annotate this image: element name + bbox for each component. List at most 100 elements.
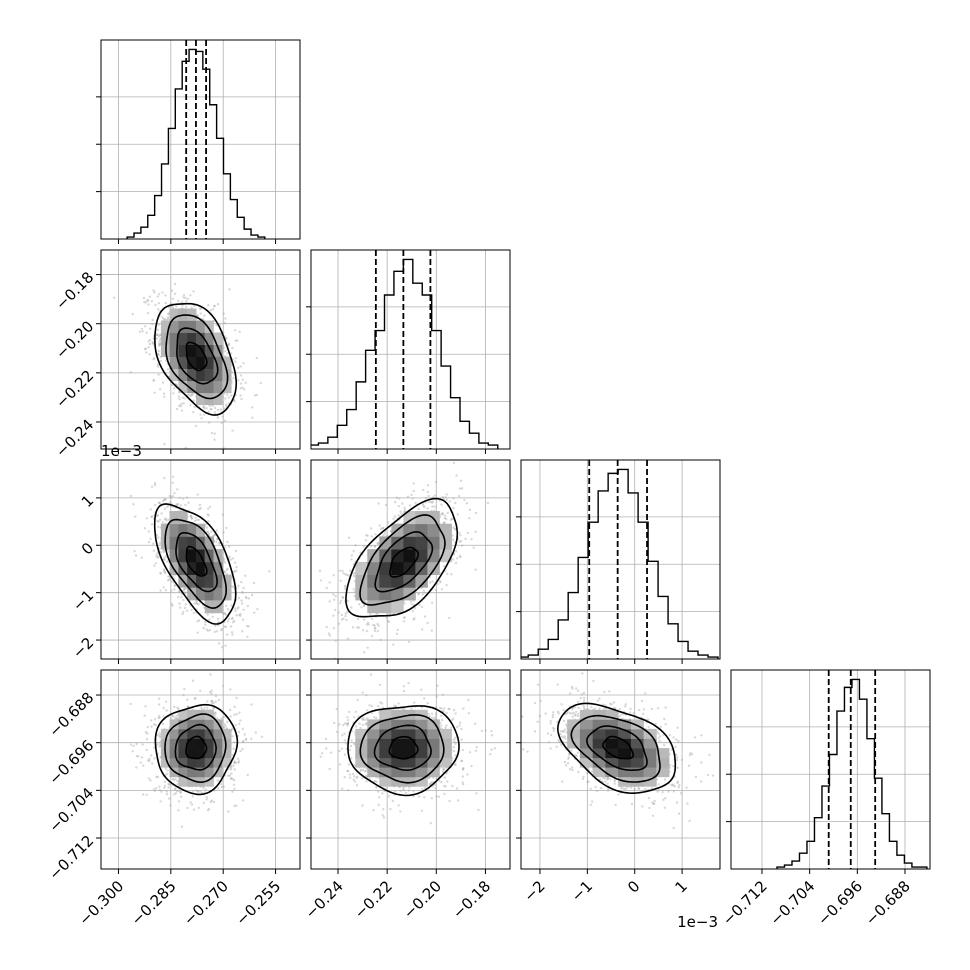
density-bin <box>391 587 404 601</box>
scatter-point <box>232 764 235 767</box>
scatter-point <box>173 588 176 591</box>
scatter-point <box>190 517 194 520</box>
scatter-point <box>231 616 234 620</box>
scatter-point <box>224 644 227 647</box>
scatter-point <box>144 301 148 304</box>
scatter-point <box>412 482 415 485</box>
scatter-point <box>442 521 446 524</box>
scatter-point <box>147 346 150 349</box>
scatter-point <box>202 801 205 805</box>
scatter-point <box>233 804 236 808</box>
scatter-point <box>212 707 215 710</box>
density-bin <box>169 523 179 537</box>
scatter-point <box>420 605 424 609</box>
scatter-point <box>223 419 227 422</box>
scatter-point <box>373 545 377 548</box>
scatter-point <box>163 558 166 561</box>
scatter-point <box>212 534 215 537</box>
scatter-point <box>216 303 220 306</box>
scatter-point <box>180 595 183 599</box>
scatter-point <box>362 545 366 548</box>
scatter-point <box>233 779 236 782</box>
panel-content <box>311 250 510 449</box>
density-bin <box>187 344 197 357</box>
density-bin <box>204 574 214 588</box>
scatter-point <box>360 606 363 609</box>
scatter-point <box>163 476 166 480</box>
scatter-point <box>234 561 237 564</box>
scatter-point <box>177 590 181 593</box>
scatter-point <box>345 618 348 622</box>
scatter-point <box>181 396 184 399</box>
density-bin <box>222 356 232 369</box>
scatter-point <box>159 800 162 803</box>
scatter-point <box>148 757 151 760</box>
scatter-point <box>159 572 163 575</box>
density-bin <box>187 587 197 601</box>
scatter-point <box>440 588 444 591</box>
density-bin <box>379 561 392 575</box>
scatter-point <box>385 616 388 620</box>
scatter-point <box>239 612 242 616</box>
scatter-point <box>426 490 429 494</box>
scatter-point <box>186 393 189 396</box>
scatter-point <box>162 706 165 710</box>
scatter-point <box>157 344 161 347</box>
scatter-point <box>373 627 377 630</box>
scatter-point <box>350 554 353 557</box>
scatter-point <box>156 519 159 523</box>
scatter-point <box>155 787 158 790</box>
density-bin <box>222 380 232 394</box>
tick-label-y: −0.24 <box>52 416 97 461</box>
scatter-point <box>162 317 165 320</box>
scatter-point <box>422 488 425 492</box>
tick-label-y: −0.22 <box>52 366 97 411</box>
scatter-point <box>456 557 459 560</box>
scatter-point <box>250 593 254 597</box>
scatter-point <box>234 549 238 553</box>
scatter-point <box>148 342 152 346</box>
scatter-point <box>156 365 160 368</box>
scatter-point <box>231 429 234 432</box>
scatter-point <box>221 684 225 688</box>
scatter-point <box>233 570 237 573</box>
panel-frame <box>520 459 721 660</box>
density-bin <box>187 380 197 394</box>
scatter-point <box>134 554 138 557</box>
scatter-point <box>149 779 152 782</box>
scatter-point <box>217 642 221 645</box>
scatter-point <box>226 393 229 396</box>
scatter-point <box>213 432 216 435</box>
scatter-point <box>371 617 374 621</box>
density-bin <box>178 320 188 333</box>
scatter-point <box>211 404 214 407</box>
density-bin <box>196 536 206 550</box>
scatter-point <box>378 524 381 527</box>
scatter-point <box>183 587 186 591</box>
scatter-point <box>452 497 455 500</box>
scatter-point <box>151 322 154 326</box>
scatter-point <box>209 673 212 676</box>
scatter-point <box>163 556 166 559</box>
scatter-point <box>148 759 151 763</box>
scatter-point <box>204 623 207 626</box>
scatter-point <box>157 349 160 353</box>
scatter-point <box>143 714 146 717</box>
scatter-point <box>208 505 212 508</box>
scatter-point <box>173 387 176 390</box>
scatter-point <box>158 342 161 345</box>
density-bin <box>213 332 223 345</box>
scatter-point <box>414 501 417 505</box>
scatter-point <box>423 615 427 618</box>
scatter-point <box>246 604 249 608</box>
scatter-point <box>168 494 171 498</box>
scatter-point <box>197 619 201 622</box>
scatter-point <box>186 806 189 810</box>
scatter-point <box>210 689 213 692</box>
scatter-point <box>169 501 172 504</box>
scatter-point <box>459 539 463 543</box>
scatter-point <box>352 574 356 578</box>
scatter-point <box>171 495 175 498</box>
scatter-point <box>260 735 264 738</box>
panel-2-0: −2−101 <box>69 459 301 664</box>
